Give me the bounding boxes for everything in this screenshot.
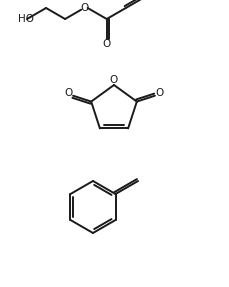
Text: O: O [110, 75, 118, 85]
Text: O: O [64, 88, 72, 98]
Text: O: O [80, 3, 88, 13]
Text: HO: HO [18, 14, 34, 24]
Text: O: O [103, 39, 111, 49]
Text: O: O [156, 88, 164, 98]
